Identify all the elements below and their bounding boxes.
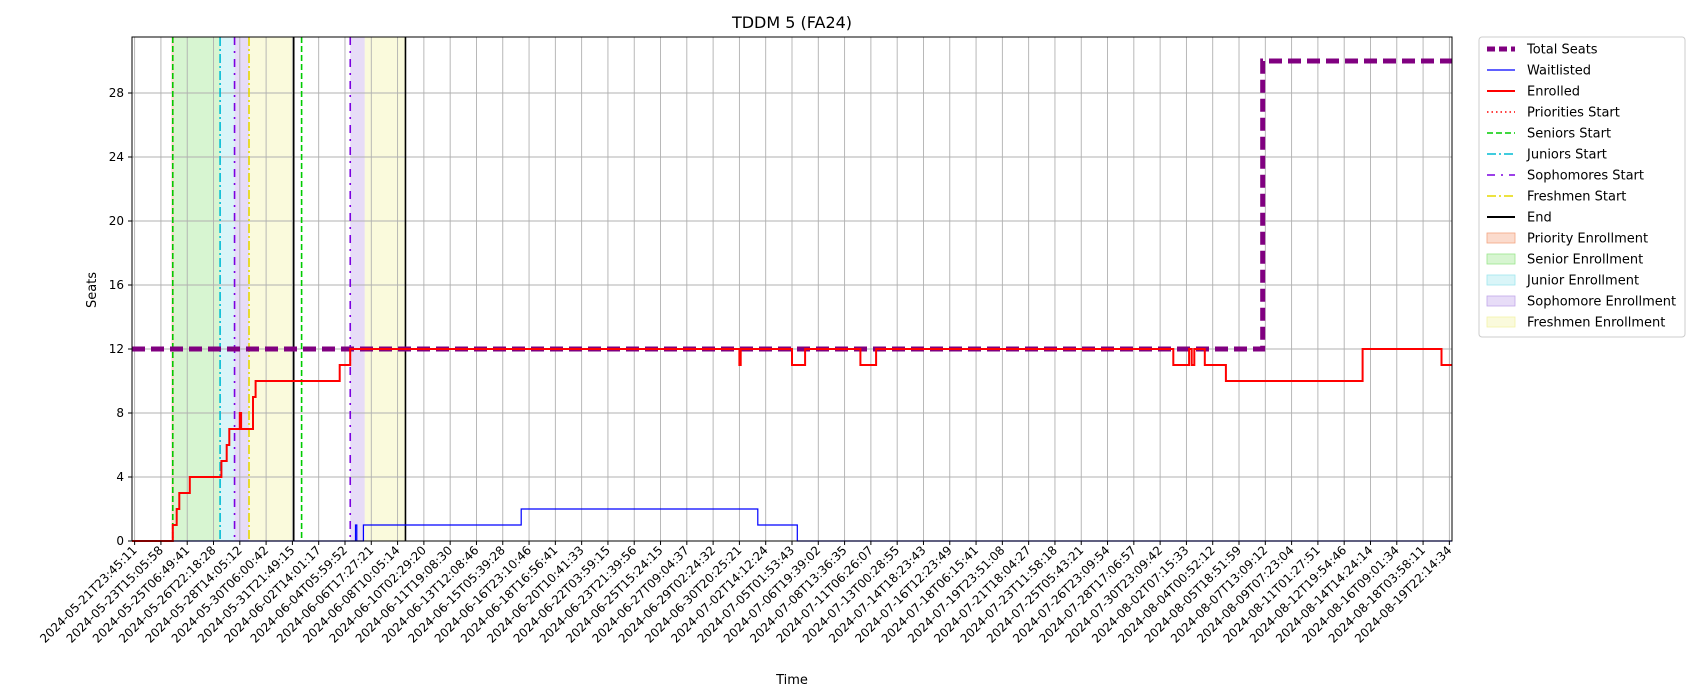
y-tick-label: 8: [116, 406, 124, 420]
grid: [132, 37, 1452, 542]
shaded-region: [220, 37, 235, 541]
legend-swatch: [1486, 316, 1516, 328]
shaded-region: [364, 37, 406, 541]
legend-label: Freshmen Start: [1527, 190, 1626, 205]
legend-label: Sophomores Start: [1527, 169, 1644, 184]
data-series: [132, 58, 1452, 542]
chart-title: TDDM 5 (FA24): [731, 13, 852, 32]
series-line: [132, 348, 1452, 542]
shaded-region: [234, 37, 250, 541]
legend-label: Priorities Start: [1527, 106, 1620, 121]
legend-label: Senior Enrollment: [1527, 253, 1643, 268]
legend-label: Sophomore Enrollment: [1527, 295, 1676, 310]
legend-label: Total Seats: [1526, 43, 1598, 58]
y-tick-label: 16: [109, 278, 124, 292]
series-line: [132, 508, 1452, 542]
y-tick-label: 0: [116, 534, 124, 548]
enrollment-period-regions: [171, 37, 406, 541]
legend-swatch: [1486, 232, 1516, 244]
legend-label: Juniors Start: [1526, 148, 1607, 163]
legend-box: [1478, 36, 1686, 338]
y-tick-label: 12: [109, 342, 124, 356]
series-line: [132, 58, 1452, 352]
legend-label: Seniors Start: [1527, 127, 1611, 142]
legend-label: Waitlisted: [1527, 64, 1591, 79]
y-axis-label: Seats: [85, 272, 100, 308]
y-tick-label: 24: [109, 150, 124, 164]
legend-label: Junior Enrollment: [1526, 274, 1639, 289]
legend-label: Freshmen Enrollment: [1527, 316, 1665, 331]
legend-label: Priority Enrollment: [1527, 232, 1648, 247]
legend-swatch: [1486, 295, 1516, 307]
legend-swatch: [1486, 253, 1516, 265]
y-tick-label: 4: [116, 470, 124, 484]
y-tick-label: 20: [109, 214, 124, 228]
shaded-region: [350, 37, 365, 541]
legend: Total Seats Waitlisted Enrolled Priorities …: [1478, 36, 1686, 338]
shaded-region: [174, 37, 221, 541]
legend-label: End: [1527, 211, 1552, 226]
x-axis-label: Time: [775, 673, 808, 688]
shaded-region: [249, 37, 294, 541]
legend-label: Enrolled: [1527, 85, 1580, 100]
y-tick-label: 28: [109, 86, 124, 100]
event-lines: [171, 37, 407, 541]
legend-swatch: [1486, 274, 1516, 286]
